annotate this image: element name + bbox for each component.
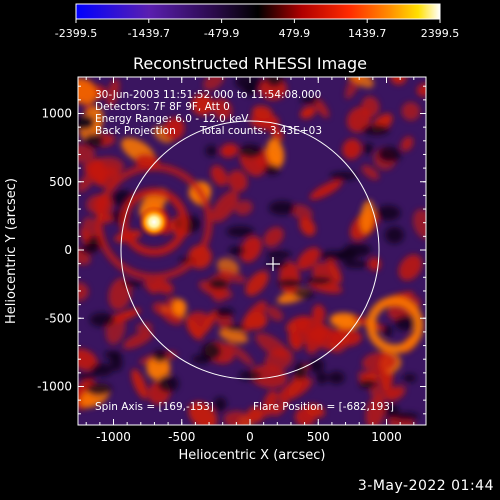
y-tick-label: 0	[64, 243, 72, 257]
info-spin-axis: Spin Axis = [169,-153]	[95, 401, 214, 413]
flare-hotspot	[138, 206, 170, 238]
x-tick-label: 0	[246, 430, 254, 444]
colorbar-tick-labels: -2399.5 -1439.7 -479.9 479.9 1439.7 2399.5	[55, 27, 459, 40]
x-axis-label: Heliocentric X (arcsec)	[179, 448, 326, 463]
observation-info: 30-Jun-2003 11:51:52.000 to 11:54:08.000…	[95, 89, 394, 413]
colorbar-tick-label: -479.9	[204, 27, 239, 40]
colorbar-tick-label: -1439.7	[128, 27, 170, 40]
y-tick-label: -500	[45, 311, 72, 325]
x-tick-labels: -1000 -500 0 500 1000	[96, 430, 402, 444]
info-method: Back Projection	[95, 125, 176, 137]
render-timestamp: 3-May-2022 01:44	[357, 478, 494, 494]
x-tick-label: -500	[168, 430, 195, 444]
plot-axes: -1000 -500 0 500 1000 1000 500 0 -500 -1000	[37, 76, 427, 444]
info-flare-position: Flare Position = [-682,193]	[253, 401, 394, 413]
spin-axis-marker	[266, 257, 280, 271]
y-tick-label: 1000	[41, 107, 72, 121]
x-tick-label: -1000	[96, 430, 131, 444]
plot-title: Reconstructed RHESSI Image	[133, 54, 367, 73]
reconstructed-image	[78, 77, 426, 425]
info-time-range: 30-Jun-2003 11:51:52.000 to 11:54:08.000	[95, 89, 321, 101]
y-axis-label: Heliocentric Y (arcsec)	[4, 178, 19, 324]
solar-limb-circle	[120, 120, 380, 380]
y-tick-label: 500	[49, 175, 72, 189]
info-total-counts: Total counts: 3.43E+03	[199, 125, 322, 137]
y-tick-label: -1000	[37, 380, 72, 394]
info-detectors: Detectors: 7F 8F 9F, Att 0	[95, 101, 230, 113]
x-tick-label: 1000	[371, 430, 402, 444]
colorbar-tick-label: 2399.5	[421, 27, 460, 40]
colorbar-tick-label: 479.9	[279, 27, 311, 40]
colorbar-ticks	[75, 19, 441, 23]
info-energy-range: Energy Range: 6.0 - 12.0 keV	[95, 113, 249, 125]
colorbar: -2399.5 -1439.7 -479.9 479.9 1439.7 2399.5	[55, 3, 459, 40]
x-tick-label: 500	[307, 430, 330, 444]
y-tick-labels: 1000 500 0 -500 -1000	[37, 107, 72, 394]
colorbar-tick-label: 1439.7	[348, 27, 387, 40]
colorbar-gradient	[75, 3, 441, 20]
colorbar-tick-label: -2399.5	[55, 27, 97, 40]
